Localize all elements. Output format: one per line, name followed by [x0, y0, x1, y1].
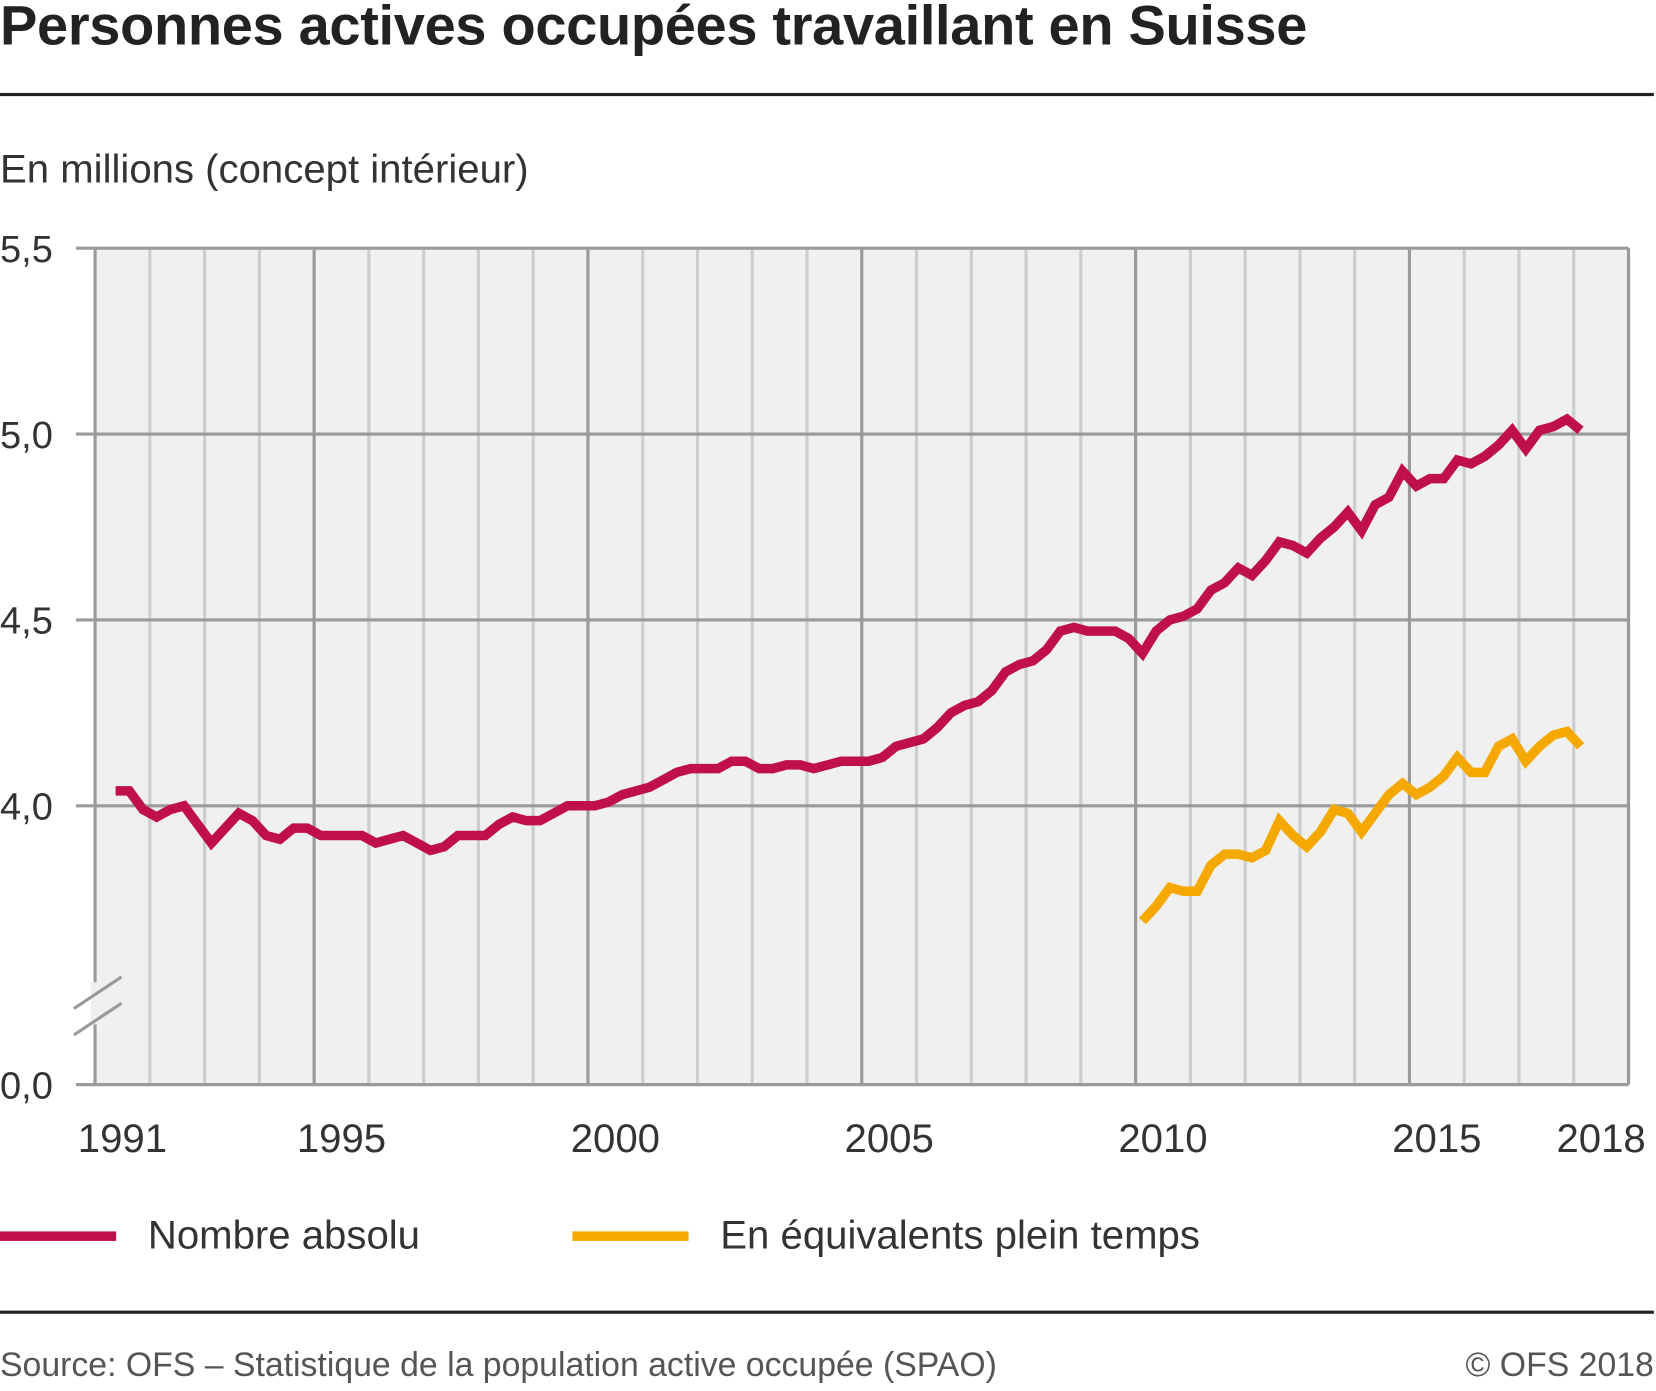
legend-item-nombre-absolu: Nombre absolu	[0, 1209, 420, 1262]
x-tick-label: 1995	[297, 1116, 386, 1161]
x-tick-label: 2015	[1392, 1116, 1481, 1161]
source-note: Source: OFS – Statistique de la populati…	[0, 1345, 997, 1384]
copyright-note: © OFS 2018	[1465, 1345, 1654, 1384]
y-tick-label: 5,0	[0, 415, 53, 457]
x-tick-label: 2005	[845, 1116, 934, 1161]
chart-title: Personnes actives occupées travaillant e…	[0, 0, 1308, 58]
axis-break-gap	[90, 982, 100, 1025]
line-chart: 5,5 5,0 4,5 4,0 0,0 1991 1995 2000 2005 2010 2015 2…	[0, 229, 1646, 1161]
title-divider	[0, 92, 1654, 97]
y-tick-label: 4,5	[0, 601, 53, 643]
chart-subtitle: En millions (concept intérieur)	[0, 147, 529, 193]
legend-label: En équivalents plein temps	[720, 1212, 1200, 1258]
x-tick-label: 2010	[1118, 1116, 1207, 1161]
footer-divider	[0, 1310, 1654, 1314]
series-line-nombre-absolu	[115, 413, 1584, 856]
y-tick-label: 4,0	[0, 787, 53, 829]
x-tick-label: 2018	[1556, 1116, 1645, 1161]
legend-swatch-nombre-absolu	[0, 1230, 117, 1241]
legend-swatch-equivalents-plein-temps	[572, 1230, 689, 1241]
legend-item-equivalents-plein-temps: En équivalents plein temps	[572, 1209, 1200, 1262]
legend-label: Nombre absolu	[147, 1212, 420, 1258]
y-tick-label: 0,0	[0, 1065, 53, 1107]
x-tick-label: 1991	[78, 1116, 167, 1161]
axis-break-mark	[73, 1001, 123, 1037]
y-tick-label: 5,5	[0, 229, 53, 271]
x-tick-label: 2000	[571, 1116, 660, 1161]
axis-break-mark	[73, 975, 123, 1010]
